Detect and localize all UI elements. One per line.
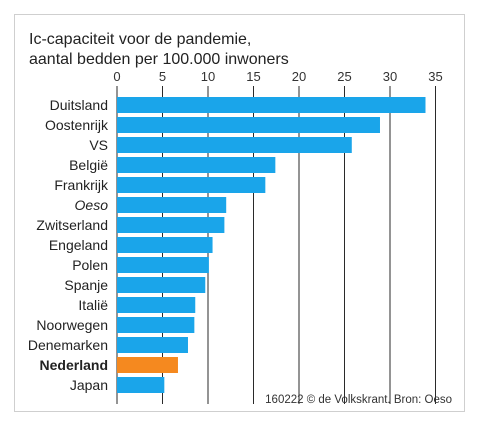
bar-denemarken xyxy=(117,337,188,353)
category-label: Zwitserland xyxy=(36,217,108,233)
category-label: Noorwegen xyxy=(36,317,108,333)
x-tick-labels: 0 5 10 15 20 25 30 35 xyxy=(113,69,442,84)
bar-oeso xyxy=(117,197,227,213)
x-tick-label-20: 20 xyxy=(292,69,306,84)
category-label: Oostenrijk xyxy=(45,117,109,133)
category-label: Engeland xyxy=(49,237,108,253)
bar-noorwegen xyxy=(117,317,195,333)
category-labels: Duitsland Oostenrijk VS België Frankrijk Oeso… xyxy=(28,97,109,393)
bar-vs xyxy=(117,137,352,153)
x-tick-label-30: 30 xyxy=(383,69,397,84)
category-label: Italië xyxy=(78,297,108,313)
bar-polen xyxy=(117,257,209,273)
chart-title-line-1: Ic-capaciteit voor de pandemie, xyxy=(29,31,252,48)
bar-japan xyxy=(117,377,165,393)
bar-frankrijk xyxy=(117,177,266,193)
bar-engeland xyxy=(117,237,213,253)
x-tick-label-15: 15 xyxy=(246,69,260,84)
category-label: Denemarken xyxy=(28,337,108,353)
chart-title-line-2: aantal bedden per 100.000 inwoners xyxy=(29,51,289,68)
x-tick-label-10: 10 xyxy=(201,69,215,84)
category-label: Duitsland xyxy=(50,97,108,113)
x-tick-label-5: 5 xyxy=(159,69,166,84)
bar-spanje xyxy=(117,277,206,293)
bar-itali- xyxy=(117,297,196,313)
x-tick-label-25: 25 xyxy=(337,69,351,84)
bar-zwitserland xyxy=(117,217,225,233)
category-label: België xyxy=(69,157,108,173)
x-tick-label-35: 35 xyxy=(428,69,442,84)
category-label: Spanje xyxy=(64,277,108,293)
source-note: 160222 © de Volkskrant. Bron: Oeso xyxy=(265,394,452,406)
bar-oostenrijk xyxy=(117,117,380,133)
chart-title: Ic-capaciteit voor de pandemie, aantal b… xyxy=(29,30,289,70)
category-label: Polen xyxy=(72,257,108,273)
bar-belgi- xyxy=(117,157,276,173)
category-label: VS xyxy=(89,137,108,153)
category-label: Frankrijk xyxy=(54,177,109,193)
bar-duitsland xyxy=(117,97,426,113)
bars xyxy=(117,97,426,393)
x-tick-label-0: 0 xyxy=(113,69,120,84)
bar-nederland xyxy=(117,357,178,373)
category-label: Japan xyxy=(70,377,108,393)
category-label: Oeso xyxy=(75,197,109,213)
category-label: Nederland xyxy=(40,357,108,373)
